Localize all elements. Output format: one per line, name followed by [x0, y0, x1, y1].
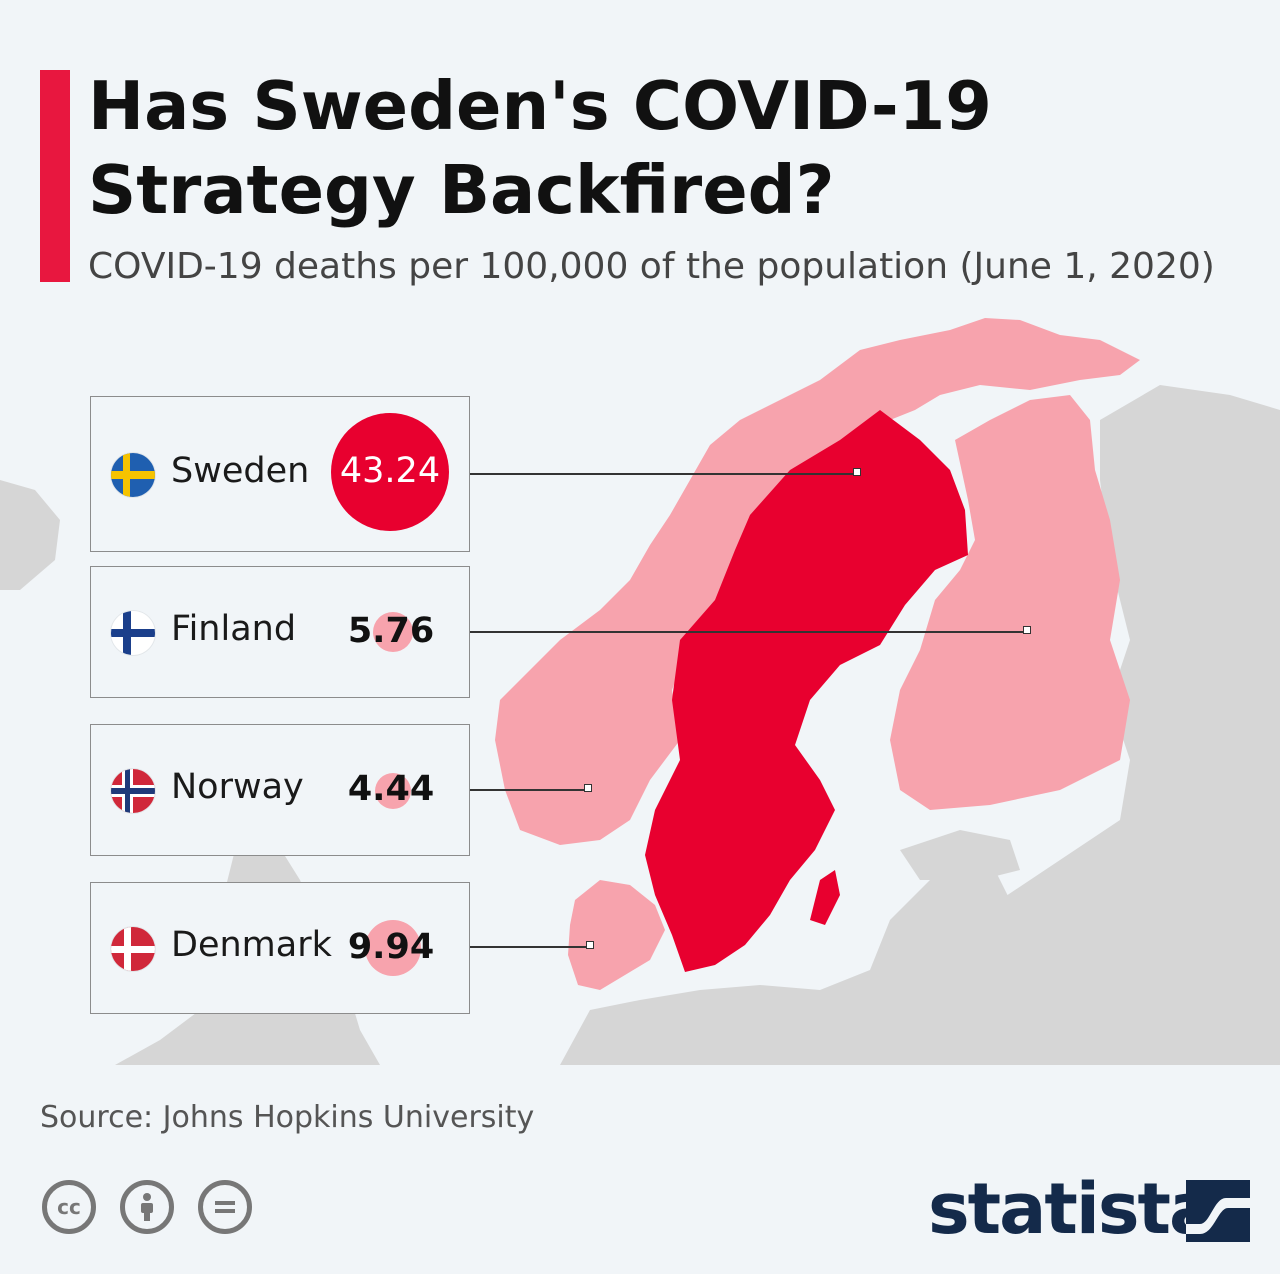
- country-label: Finland: [171, 609, 297, 649]
- finland-region: [890, 395, 1130, 810]
- value-bubble: [331, 413, 449, 531]
- title-accent-bar: [40, 70, 70, 282]
- country-label: Denmark: [171, 925, 332, 965]
- denmark-connector-line: [470, 946, 588, 948]
- page-title: Has Sweden's COVID-19 Strategy Backfired…: [88, 67, 992, 229]
- value-bubble: [375, 773, 411, 809]
- sweden-region: [645, 410, 968, 972]
- value-label: 5.76: [347, 611, 435, 651]
- sweden-flag-icon: [111, 453, 155, 497]
- finland-map-marker: [1023, 626, 1031, 634]
- value-label: 4.44: [347, 769, 435, 809]
- statista-logo-icon[interactable]: [1186, 1180, 1250, 1242]
- value-bubble: [373, 612, 413, 652]
- value-bubble: [365, 920, 421, 976]
- nordic-map: [0, 318, 1280, 1065]
- country-card-sweden: Sweden 43.24: [90, 396, 470, 552]
- statista-logo-text[interactable]: statista: [928, 1168, 1216, 1250]
- finland-connector-line: [470, 631, 1025, 633]
- norway-map-marker: [584, 784, 592, 792]
- source-note: Source: Johns Hopkins University: [40, 1100, 535, 1135]
- norway-connector-line: [470, 789, 586, 791]
- sweden-map-marker: [853, 468, 861, 476]
- denmark-region: [568, 880, 665, 990]
- gotland-region: [810, 870, 840, 925]
- sweden-connector-line: [470, 473, 856, 475]
- country-card-norway: Norway 4.44: [90, 724, 470, 856]
- country-label: Norway: [171, 767, 304, 807]
- value-label: 43.24: [339, 451, 441, 491]
- finland-flag-icon: [111, 611, 155, 655]
- page-subtitle: COVID-19 deaths per 100,000 of the popul…: [88, 246, 1215, 287]
- country-label: Sweden: [171, 451, 310, 491]
- norway-flag-icon: [111, 769, 155, 813]
- country-card-finland: Finland 5.76: [90, 566, 470, 698]
- no-derivatives-icon[interactable]: [198, 1180, 252, 1234]
- norway-region: [495, 318, 1140, 845]
- cc-icon[interactable]: cc: [42, 1180, 96, 1234]
- attribution-icon[interactable]: [120, 1180, 174, 1234]
- country-card-denmark: Denmark 9.94: [90, 882, 470, 1014]
- denmark-map-marker: [586, 941, 594, 949]
- value-label: 9.94: [347, 927, 435, 967]
- denmark-flag-icon: [111, 927, 155, 971]
